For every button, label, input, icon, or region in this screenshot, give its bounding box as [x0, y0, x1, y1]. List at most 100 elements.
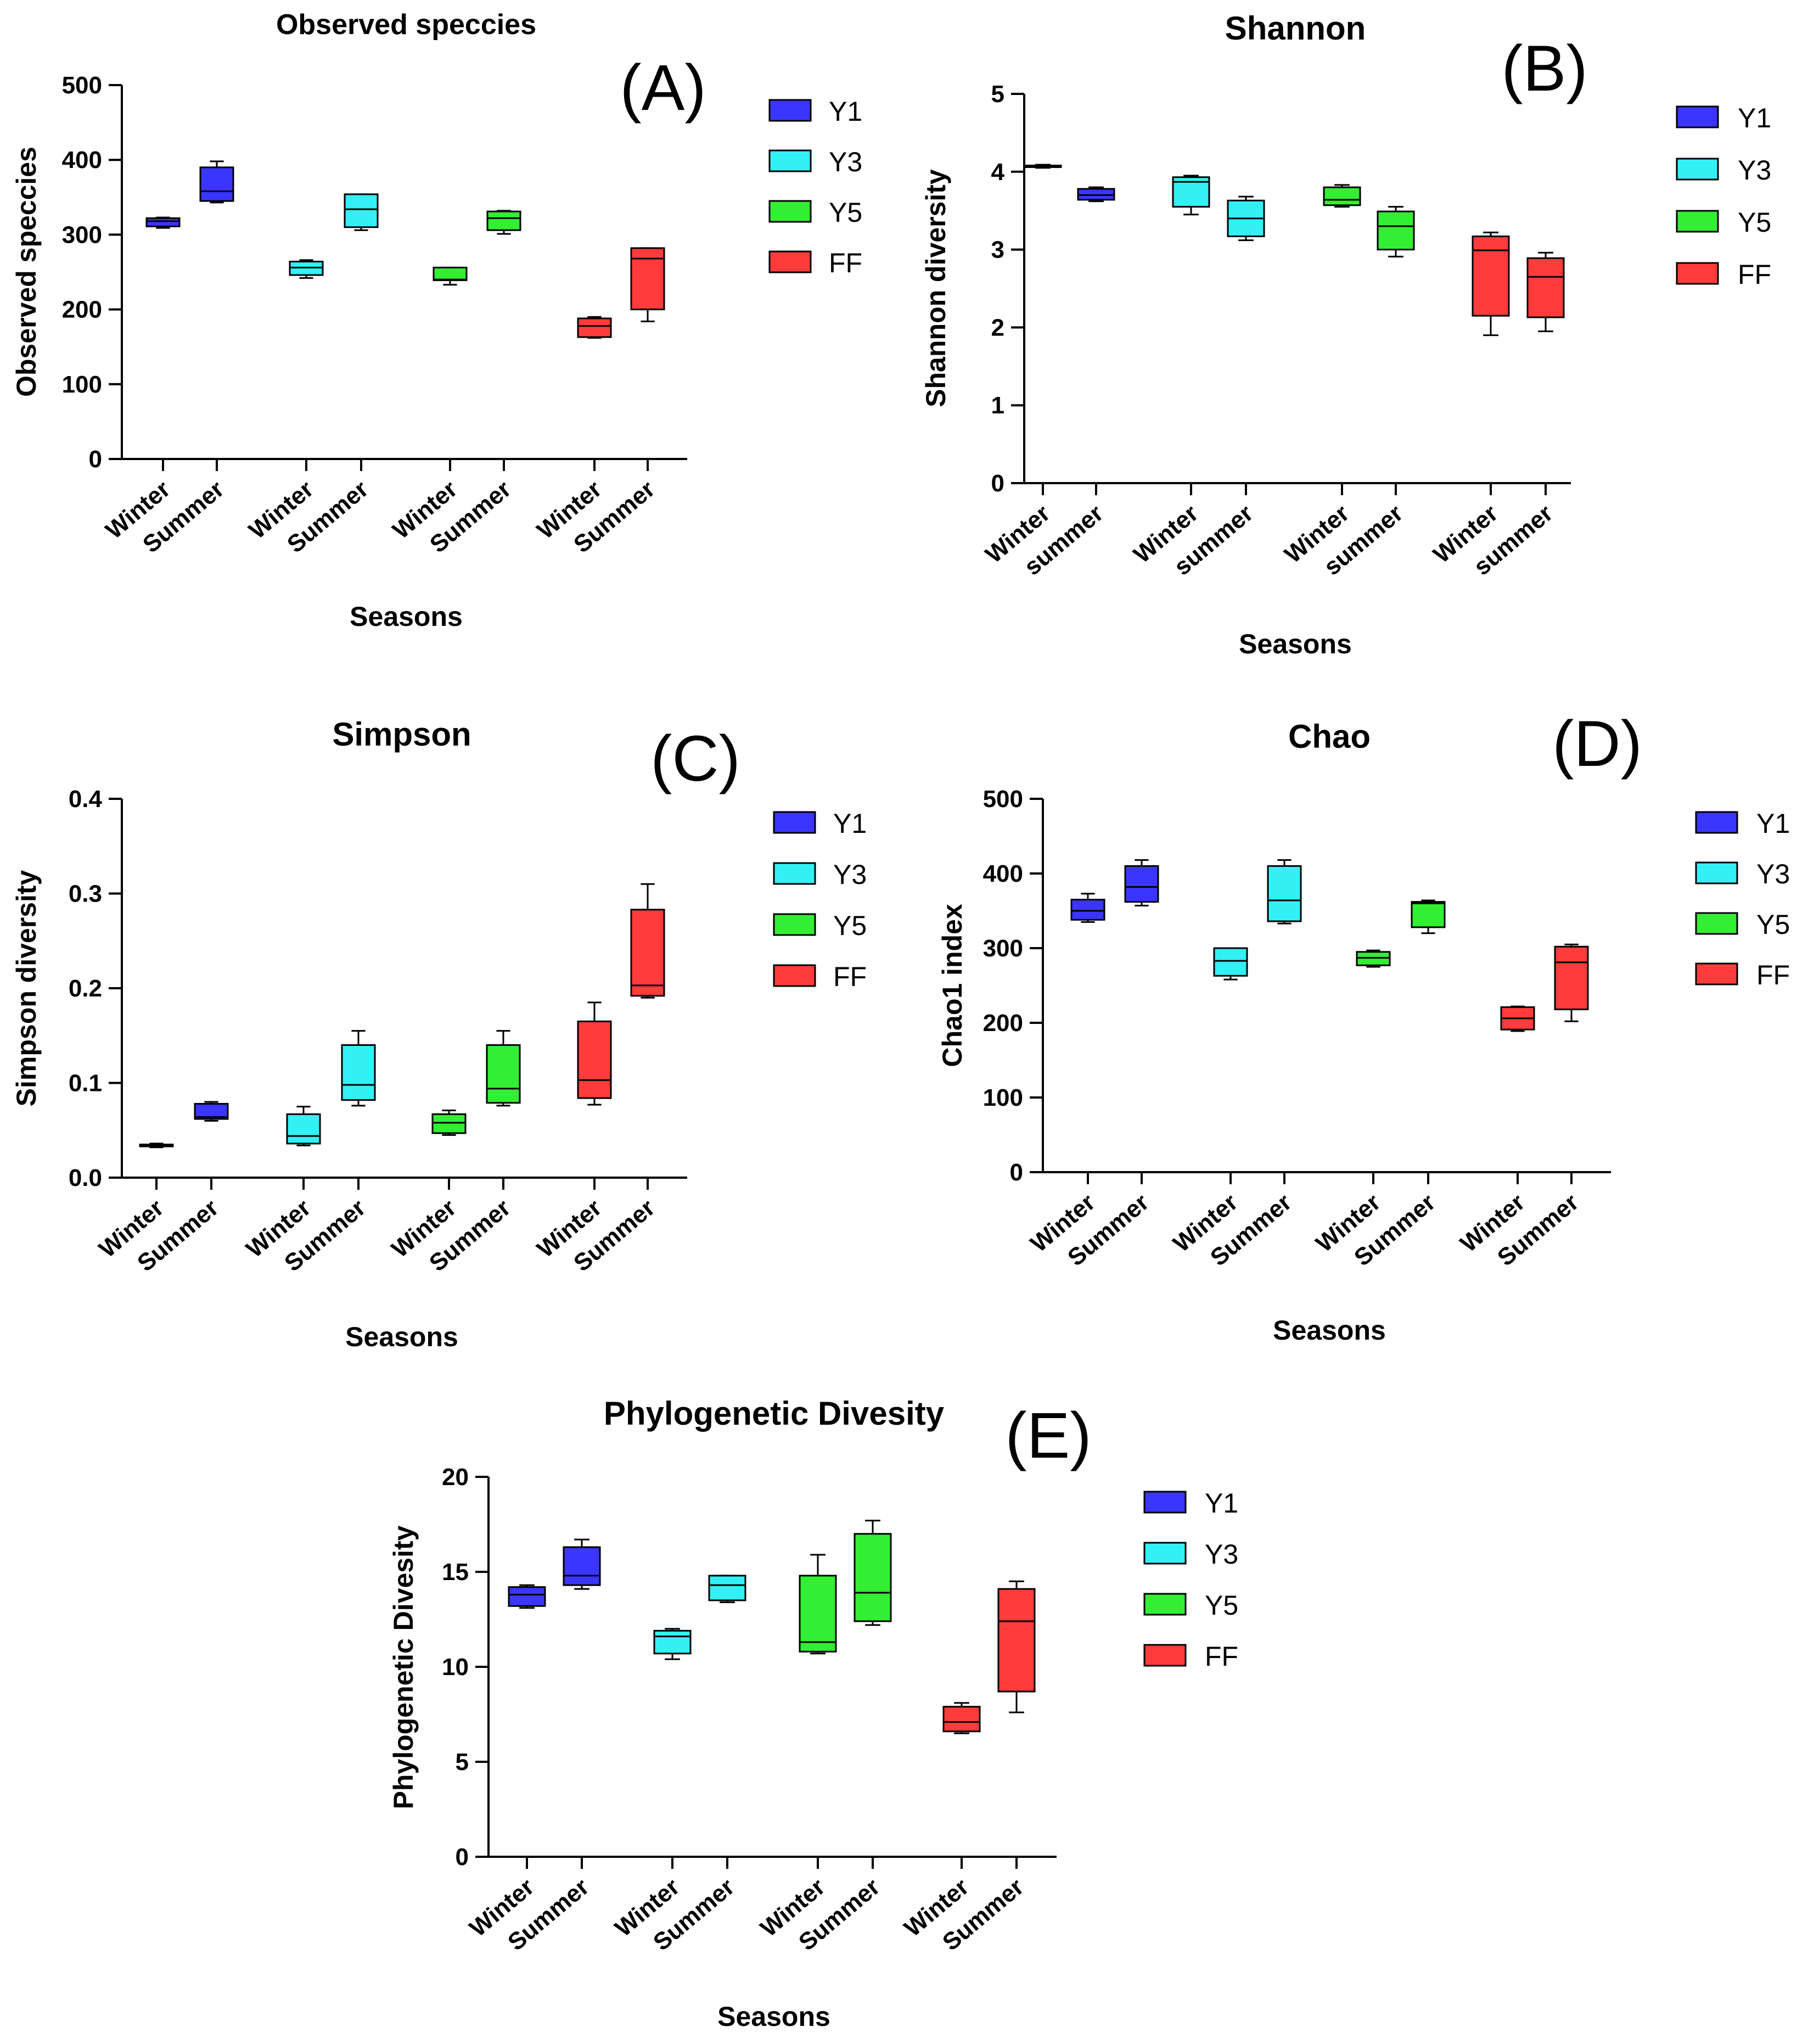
y-tick-label: 0 [1010, 1159, 1023, 1186]
legend-swatch-y1 [1695, 811, 1738, 834]
y-tick-label: 500 [983, 786, 1023, 813]
box-y1-summer [1077, 186, 1115, 203]
box-iqr [854, 1533, 892, 1622]
box-ff-winter [1472, 231, 1510, 337]
legend: Y1 Y3 Y5 FF [1676, 103, 1771, 290]
legend-swatch-y5 [773, 913, 816, 936]
box-y1-summer [1124, 859, 1159, 906]
legend-swatch-y1 [773, 811, 816, 834]
x-axis-label: Seasons [1239, 629, 1352, 659]
box-iqr [433, 266, 468, 281]
box-iqr [563, 1546, 601, 1586]
chart-title: Shannon [1225, 10, 1366, 47]
legend-swatch-ff [768, 250, 812, 273]
legend-label-y1: Y1 [829, 96, 862, 127]
y-tick-label: 400 [983, 860, 1023, 887]
box-iqr [341, 1044, 376, 1101]
box-ff-summer [630, 883, 665, 999]
y-tick-label: 0.3 [69, 881, 102, 908]
legend-swatch-y1 [1143, 1491, 1187, 1514]
y-tick-label: 15 [442, 1559, 469, 1586]
box-ff-winter [577, 1001, 612, 1106]
chart-title: Simpson [332, 716, 471, 753]
box-ff-winter [942, 1702, 981, 1734]
box-y1-winter [508, 1584, 546, 1609]
box-y5-summer [486, 210, 521, 235]
panel-e: Phylogenetic Divesity (E)05101520WinterSu… [388, 1395, 1238, 2032]
y-tick-label: 100 [62, 371, 102, 398]
box-iqr [486, 210, 521, 231]
box-y3-winter [653, 1628, 692, 1660]
legend-label-ff: FF [833, 961, 867, 992]
box-iqr [1554, 945, 1589, 1011]
y-tick-label: 200 [62, 296, 102, 323]
box-ff-summer [1554, 943, 1589, 1022]
legend-label-y3: Y3 [833, 859, 867, 890]
legend-label-y1: Y1 [1738, 103, 1771, 133]
box-ff-summer [1526, 251, 1565, 332]
y-tick-label: 0.1 [69, 1070, 102, 1097]
y-tick-label: 300 [983, 935, 1023, 962]
box-y3-summer [708, 1575, 746, 1603]
y-tick-label: 200 [983, 1010, 1023, 1037]
box-y5-winter [433, 266, 468, 286]
y-tick-label: 0.0 [69, 1164, 102, 1191]
chart-title: Observed speccies [276, 9, 536, 41]
y-tick-label: 100 [983, 1084, 1023, 1111]
legend-swatch-y1 [1676, 105, 1719, 128]
y-tick-label: 20 [442, 1464, 469, 1491]
legend-label-ff: FF [829, 248, 862, 278]
legend-label-y5: Y5 [1205, 1590, 1238, 1621]
legend-label-y5: Y5 [829, 197, 862, 228]
box-y5-summer [486, 1030, 521, 1107]
y-tick-label: 0 [456, 1844, 469, 1871]
legend-swatch-y5 [1695, 912, 1738, 935]
box-y1-summer [563, 1538, 601, 1590]
x-axis-label: Seasons [345, 1321, 458, 1352]
box-y3-winter [1172, 175, 1210, 216]
box-iqr [577, 1020, 612, 1099]
chart-title: Phylogenetic Divesity [604, 1395, 945, 1432]
legend: Y1 Y3 Y5 FF [773, 808, 867, 992]
box-iqr [653, 1629, 692, 1655]
box-y1-summer [199, 160, 234, 204]
box-iqr [1124, 865, 1159, 903]
legend-swatch-y1 [768, 99, 812, 122]
y-tick-label: 5 [991, 81, 1004, 108]
y-tick-label: 500 [62, 72, 102, 99]
y-axis-label: Simpson diversity [11, 870, 42, 1106]
box-iqr [997, 1588, 1036, 1693]
legend-swatch-y3 [1695, 861, 1738, 884]
y-tick-label: 5 [456, 1749, 469, 1776]
legend: Y1 Y3 Y5 FF [768, 96, 862, 278]
box-y5-winter [799, 1554, 837, 1655]
y-tick-label: 4 [991, 159, 1005, 186]
box-iqr [286, 1113, 321, 1145]
box-iqr [630, 247, 665, 311]
box-y1-winter [1024, 164, 1062, 169]
box-iqr [508, 1586, 546, 1607]
box-y1-winter [139, 1143, 174, 1149]
box-iqr [486, 1044, 521, 1104]
y-tick-label: 0.2 [69, 975, 102, 1002]
legend-swatch-y3 [1676, 158, 1719, 181]
box-iqr [1213, 947, 1248, 977]
box-iqr [799, 1575, 837, 1653]
y-tick-label: 3 [991, 237, 1004, 264]
legend-swatch-ff [1143, 1644, 1187, 1667]
box-iqr [145, 217, 181, 227]
legend-swatch-y5 [768, 200, 812, 223]
box-y1-winter [145, 216, 181, 229]
box-ff-summer [997, 1580, 1036, 1713]
panel-a: Observed speccies(A)0100200300400500Wint… [11, 9, 862, 632]
panel-label: (D) [1552, 708, 1642, 780]
legend-label-ff: FF [1738, 259, 1771, 290]
legend-label-y5: Y5 [1756, 909, 1790, 940]
legend-label-ff: FF [1756, 960, 1790, 990]
panel-label: (E) [1005, 1399, 1091, 1472]
box-y3-summer [344, 193, 379, 231]
x-axis-label: Seasons [350, 601, 463, 632]
legend-label-ff: FF [1205, 1641, 1238, 1672]
box-iqr [708, 1575, 746, 1601]
